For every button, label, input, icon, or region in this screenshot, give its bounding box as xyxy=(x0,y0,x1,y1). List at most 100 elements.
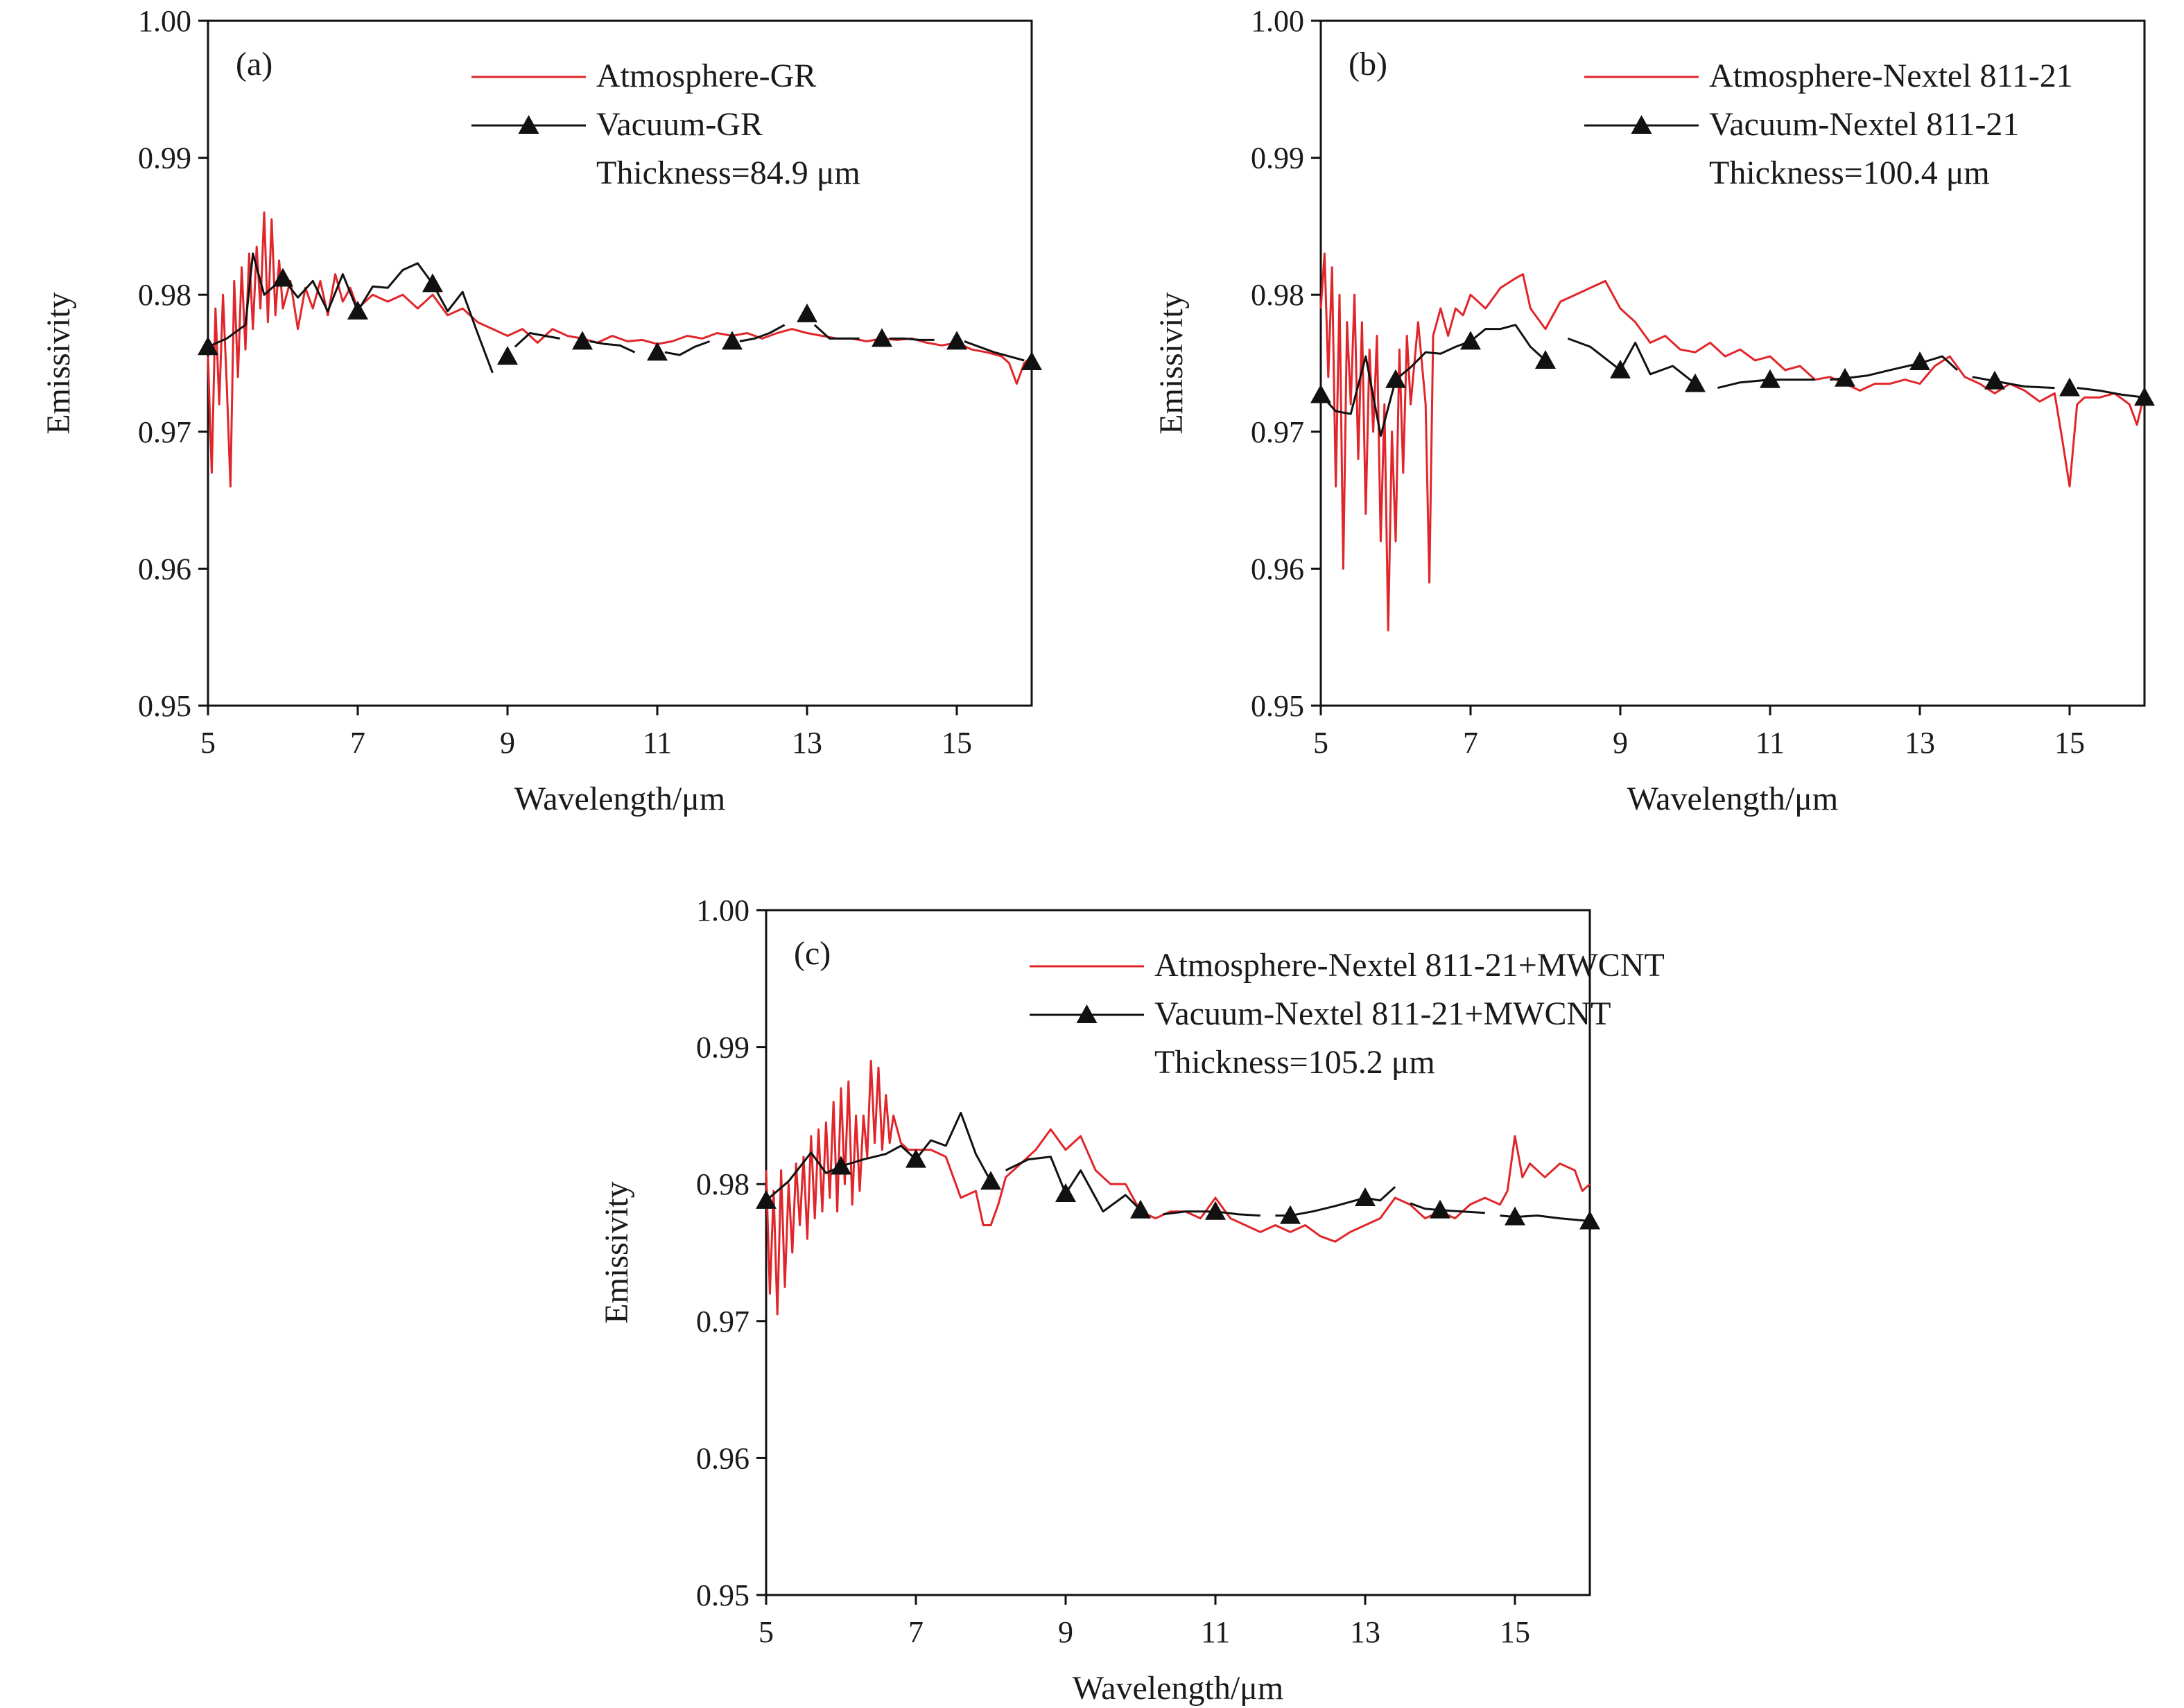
vacuum-marker xyxy=(831,1156,851,1175)
legend-label-atmosphere: Atmosphere-GR xyxy=(596,58,816,94)
series-line-vacuum xyxy=(207,252,494,374)
x-tick-label: 7 xyxy=(1463,726,1478,760)
x-tick-label: 5 xyxy=(759,1615,774,1649)
y-tick-label: 0.99 xyxy=(696,1031,749,1065)
thickness-annotation: Thickness=105.2 μm xyxy=(1154,1044,1435,1081)
vacuum-marker xyxy=(2134,387,2155,406)
chart-panel-a: 0.95 0.96 0.97 0.98 0.99 1.00 5 7 9 11 13 15 Wavelen… xyxy=(40,4,1042,817)
chart-panel-b: 0.95 0.96 0.97 0.98 0.99 1.00 5 7 9 11 13 15 Wavelen… xyxy=(1153,4,2155,817)
plot-frame xyxy=(1319,19,2146,707)
vacuum-marker xyxy=(905,1149,926,1168)
vacuum-marker xyxy=(572,331,593,350)
panel-label: (a) xyxy=(236,46,272,82)
y-tick-label: 0.96 xyxy=(1251,552,1304,586)
vacuum-marker xyxy=(797,303,817,322)
y-axis-title: Emissivity xyxy=(598,1181,635,1323)
vacuum-marker xyxy=(1760,369,1780,388)
thickness-annotation: Thickness=100.4 μm xyxy=(1709,155,1990,191)
x-tick-label: 13 xyxy=(1350,1615,1380,1649)
y-tick-label: 0.95 xyxy=(696,1578,749,1612)
legend: Atmosphere-GR Vacuum-GR Thickness=84.9 μm xyxy=(471,58,860,191)
y-tick-label: 0.97 xyxy=(696,1305,749,1339)
legend-label-atmosphere: Atmosphere-Nextel 811-21 xyxy=(1709,58,2073,94)
vacuum-marker xyxy=(722,331,743,350)
x-tick-label: 5 xyxy=(1313,726,1328,760)
thickness-annotation: Thickness=84.9 μm xyxy=(596,155,860,191)
vacuum-marker xyxy=(1610,359,1631,378)
vacuum-marker xyxy=(1310,384,1331,403)
vacuum-marker xyxy=(1130,1199,1151,1219)
vacuum-marker xyxy=(872,328,892,347)
vacuum-marker xyxy=(1460,331,1481,350)
y-tick-label: 0.95 xyxy=(138,689,191,723)
y-tick-label: 0.96 xyxy=(138,552,191,586)
y-tick-label: 0.99 xyxy=(1251,141,1304,175)
x-tick-label: 7 xyxy=(908,1615,924,1649)
panel-label: (b) xyxy=(1349,46,1387,82)
legend-label-vacuum: Vacuum-Nextel 811-21 xyxy=(1709,106,2019,143)
series-line-atmosphere xyxy=(207,211,1033,488)
y-tick-label: 0.99 xyxy=(138,141,191,175)
vacuum-marker xyxy=(1021,351,1042,371)
vacuum-marker xyxy=(980,1171,1001,1190)
vacuum-marker xyxy=(272,268,293,287)
vacuum-marker xyxy=(1205,1201,1226,1220)
y-tick-label: 1.00 xyxy=(138,4,191,38)
x-tick-label: 11 xyxy=(643,726,672,760)
y-tick-label: 0.97 xyxy=(138,415,191,449)
vacuum-marker xyxy=(1535,350,1556,369)
y-tick-label: 0.96 xyxy=(696,1441,749,1475)
series-line-vacuum xyxy=(1567,337,1696,385)
x-tick-label: 11 xyxy=(1201,1615,1230,1649)
vacuum-marker xyxy=(1835,367,1855,387)
y-tick-label: 1.00 xyxy=(1251,4,1304,38)
x-tick-label: 9 xyxy=(1058,1615,1073,1649)
legend: Atmosphere-Nextel 811-21 Vacuum-Nextel 81… xyxy=(1584,58,2073,191)
legend-marker-vacuum xyxy=(518,115,539,134)
vacuum-marker xyxy=(1055,1183,1076,1203)
series-line-vacuum xyxy=(739,324,786,342)
x-axis-title: Wavelength/μm xyxy=(1073,1670,1283,1707)
vacuum-marker xyxy=(1385,369,1406,388)
vacuum-marker xyxy=(1909,351,1930,371)
x-tick-label: 15 xyxy=(942,726,972,760)
x-tick-label: 5 xyxy=(200,726,216,760)
vacuum-marker xyxy=(347,300,368,320)
x-tick-label: 9 xyxy=(500,726,515,760)
vacuum-marker xyxy=(647,342,668,361)
legend: Atmosphere-Nextel 811-21+MWCNT Vacuum-Nex… xyxy=(1030,947,1665,1081)
vacuum-marker xyxy=(2059,377,2080,397)
vacuum-marker xyxy=(1984,370,2005,390)
series-line-vacuum xyxy=(1972,376,2055,390)
vacuum-marker xyxy=(1430,1199,1450,1219)
x-axis-title: Wavelength/μm xyxy=(514,781,725,817)
series-line-vacuum xyxy=(589,340,636,354)
series-line-vacuum xyxy=(664,340,711,356)
vacuum-marker xyxy=(198,336,218,356)
vacuum-marker xyxy=(1685,373,1706,392)
series-line-vacuum xyxy=(889,337,935,341)
vacuum-marker xyxy=(1579,1210,1600,1230)
series-line-atmosphere xyxy=(765,1059,1591,1316)
vacuum-marker xyxy=(946,331,967,350)
x-tick-label: 9 xyxy=(1613,726,1628,760)
x-tick-label: 13 xyxy=(1905,726,1935,760)
vacuum-marker xyxy=(497,346,518,365)
y-tick-label: 0.95 xyxy=(1251,689,1304,723)
series-line-vacuum xyxy=(964,340,1025,362)
series-line-vacuum xyxy=(1410,1202,1485,1214)
x-tick-label: 7 xyxy=(350,726,365,760)
vacuum-marker xyxy=(756,1190,777,1209)
x-tick-label: 15 xyxy=(2054,726,2085,760)
series-line-atmosphere xyxy=(1319,252,2146,631)
x-tick-label: 13 xyxy=(792,726,822,760)
vacuum-marker xyxy=(1355,1187,1376,1206)
plot-frame xyxy=(765,909,1591,1596)
legend-label-vacuum: Vacuum-GR xyxy=(596,106,763,143)
x-tick-label: 15 xyxy=(1500,1615,1530,1649)
y-tick-label: 1.00 xyxy=(696,894,749,927)
x-tick-label: 11 xyxy=(1756,726,1785,760)
panel-label: (c) xyxy=(794,935,831,972)
vacuum-marker xyxy=(422,273,443,293)
